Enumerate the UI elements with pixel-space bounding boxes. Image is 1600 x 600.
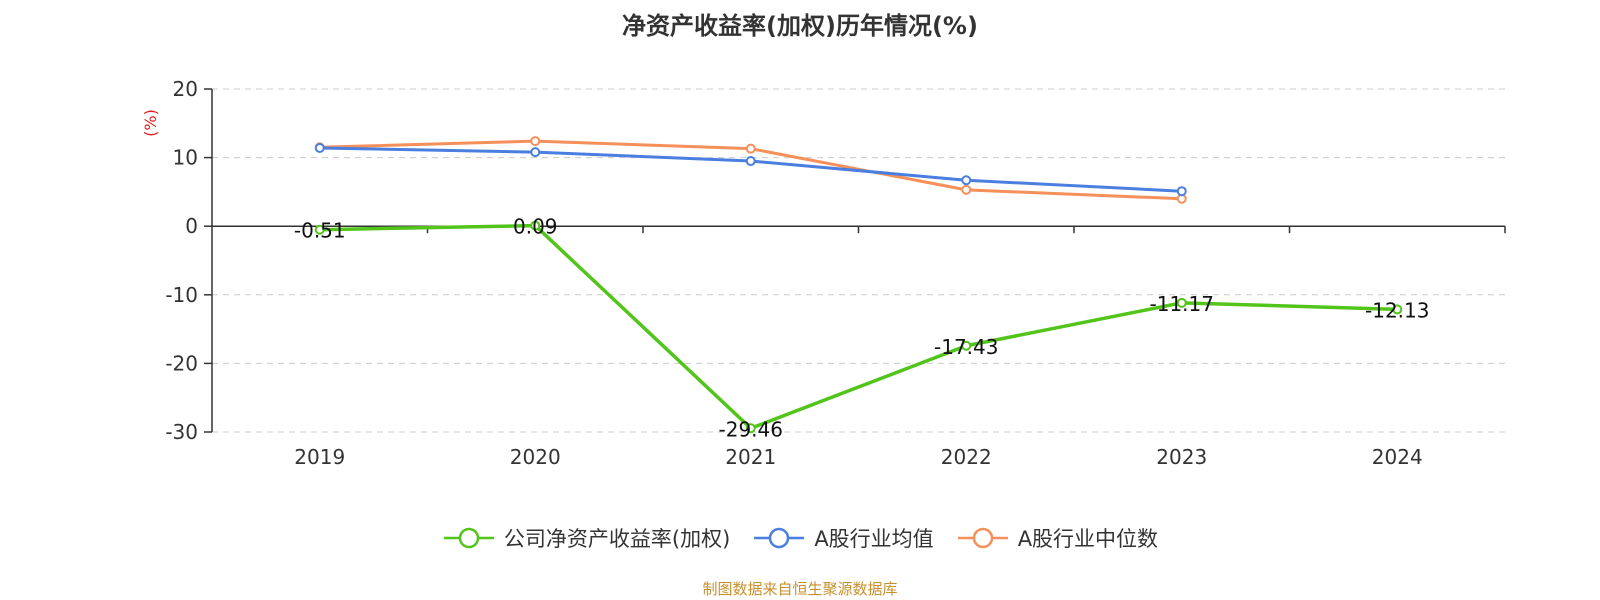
series-point-1: [314, 142, 325, 153]
series-point-0: [1176, 297, 1187, 308]
grid-layer: [212, 88, 1505, 433]
series-point-0: [1392, 304, 1403, 315]
data-label: 0.09: [513, 215, 558, 239]
series-point-0: [745, 423, 756, 434]
legend-swatch-icon: [443, 527, 494, 549]
x-tick-label: 2024: [1372, 445, 1423, 469]
series-layer: [314, 136, 1403, 434]
y-tick-label: 0: [185, 214, 198, 238]
y-tick-label: 20: [173, 77, 198, 101]
x-tick-label: 2019: [294, 445, 345, 469]
legend: 公司净资产收益率(加权) A股行业均值 A股行业中位数: [0, 520, 1600, 556]
series-point-0: [314, 224, 325, 235]
x-tick-label: 2023: [1156, 445, 1207, 469]
x-tick-label: 2021: [725, 445, 776, 469]
series-point-2: [530, 136, 541, 147]
x-tick-label: 2022: [941, 445, 992, 469]
legend-swatch-icon: [957, 527, 1008, 549]
data-label: -0.51: [294, 219, 346, 243]
series-point-1: [745, 156, 756, 167]
series-point-0: [530, 220, 541, 231]
legend-item-2[interactable]: A股行业中位数: [956, 523, 1158, 553]
data-label-layer: -0.51 0.09 -29.46 -17.43 -11.17 -12.13: [294, 215, 1430, 442]
source-note: 制图数据来自恒生聚源数据库: [702, 580, 898, 598]
legend-label: A股行业中位数: [1017, 527, 1159, 551]
series-point-1: [961, 175, 972, 186]
data-label: -29.46: [719, 417, 783, 441]
data-label: -12.13: [1365, 298, 1429, 322]
series-line-0: [319, 223, 1398, 431]
legend-swatch-icon: [754, 527, 805, 549]
data-label: -11.17: [1150, 292, 1214, 316]
y-tick-label: -30: [165, 420, 198, 444]
legend-label: 公司净资产收益率(加权): [503, 527, 731, 551]
series-point-0: [961, 340, 972, 351]
series-point-1: [530, 147, 541, 158]
series-line-1: [319, 146, 1182, 193]
y-axis-unit-label: (%): [141, 109, 160, 137]
y-tick-label: 10: [173, 146, 198, 170]
x-tick-label: 2020: [510, 445, 561, 469]
series-point-2: [745, 143, 756, 154]
axis-layer: 20 10 0 -10 -20 -30 2019 2020 2021 2022 2023 2024 (%…: [141, 77, 1506, 469]
legend-label: A股行业均值: [814, 527, 934, 551]
series-point-1: [1176, 186, 1187, 197]
y-tick-label: -20: [165, 351, 198, 375]
y-tick-label: -10: [165, 283, 198, 307]
line-chart: 20 10 0 -10 -20 -30 2019 2020 2021 2022 2023 2024 (%…: [141, 77, 1506, 469]
chart-title: 净资产收益率(加权)历年情况(%): [622, 12, 978, 40]
series-point-2: [961, 184, 972, 195]
legend-item-1[interactable]: A股行业均值: [752, 523, 934, 553]
data-label: -17.43: [934, 335, 998, 359]
legend-item-0[interactable]: 公司净资产收益率(加权): [442, 523, 730, 553]
